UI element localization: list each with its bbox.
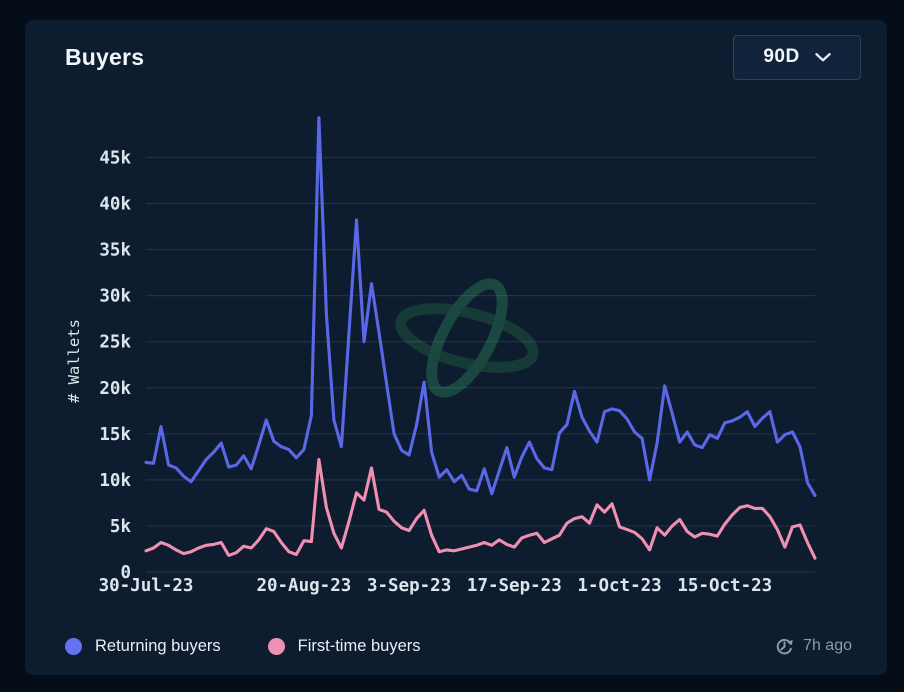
legend-label: Returning buyers (95, 636, 221, 655)
page-title: Buyers (65, 43, 145, 70)
series-line-first-time-buyers (144, 458, 817, 560)
watermark-logo (395, 278, 539, 398)
legend-item-returning-buyers[interactable]: Returning buyers (65, 637, 221, 656)
time-range-selector[interactable]: 90D (733, 34, 861, 80)
last-updated: 7h ago (775, 637, 852, 656)
y-tick-label: 25k (99, 333, 131, 353)
x-tick-label: 3-Sep-23 (367, 576, 451, 596)
y-tick-label: 10k (99, 471, 131, 491)
x-tick-label: 30-Jul-23 (99, 576, 194, 596)
x-tick-label: 17-Sep-23 (467, 576, 562, 596)
x-tick-label: 15-Oct-23 (677, 576, 772, 596)
chart-legend: Returning buyers First-time buyers 7h ag… (65, 633, 852, 659)
x-tick-label: 1-Oct-23 (577, 576, 661, 596)
legend-label: First-time buyers (297, 636, 421, 655)
y-tick-label: 5k (110, 517, 132, 537)
time-range-value: 90D (763, 46, 800, 67)
chevron-down-icon (814, 52, 831, 62)
y-axis-title: # Wallets (65, 319, 83, 403)
card-header: Buyers 90D (65, 33, 861, 81)
y-tick-label: 45k (99, 148, 131, 168)
y-tick-label: 20k (99, 379, 131, 399)
grid-lines (146, 156, 815, 573)
last-updated-label: 7h ago (803, 637, 852, 654)
y-tick-label: 0 (120, 563, 131, 583)
y-tick-label: 30k (99, 287, 131, 307)
returning-buyers-dot-icon (65, 637, 82, 655)
y-tick-label: 40k (99, 195, 131, 215)
buyers-card: Buyers 90D Returning buyers First-time b… (25, 20, 887, 675)
first-time-buyers-dot-icon (267, 637, 285, 655)
history-clock-icon (775, 637, 794, 656)
series-line-returning-buyers (144, 116, 817, 498)
series-lines (144, 116, 817, 560)
y-tick-label: 15k (99, 425, 131, 445)
legend-item-first-time-buyers[interactable]: First-time buyers (267, 636, 421, 656)
y-tick-label: 35k (99, 241, 131, 261)
axis-labels: 0 5k 10k 15k 20k 25k 30k 35k 40k 45k 30-Jul-23 20-A… (65, 148, 772, 596)
x-tick-label: 20-Aug-23 (256, 576, 351, 596)
